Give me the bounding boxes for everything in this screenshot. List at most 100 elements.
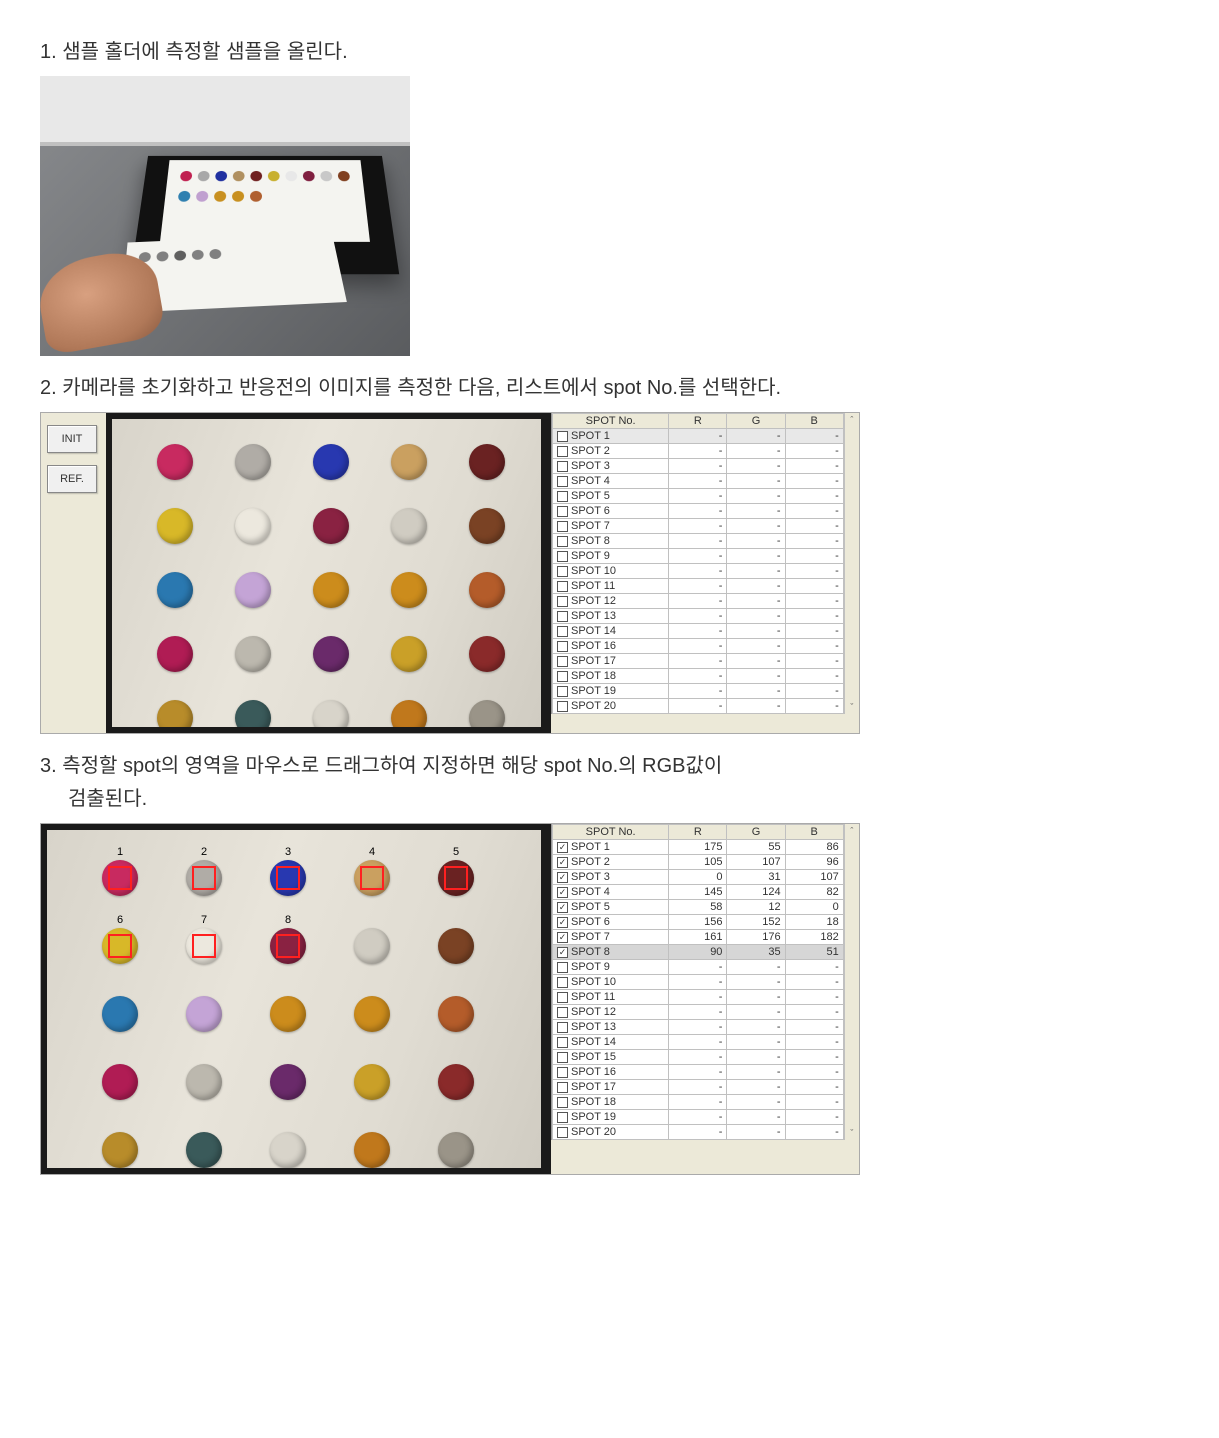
spot-dot[interactable] bbox=[391, 572, 427, 608]
cell-spot[interactable]: SPOT 15 bbox=[553, 1050, 669, 1065]
camera-viewport[interactable] bbox=[106, 413, 551, 733]
spot-dot[interactable] bbox=[391, 636, 427, 672]
spot-dot[interactable] bbox=[354, 1132, 390, 1168]
spot-dot[interactable] bbox=[438, 1064, 474, 1100]
table-row[interactable]: SPOT 12--- bbox=[553, 594, 844, 609]
cell-spot[interactable]: SPOT 10 bbox=[553, 564, 669, 579]
spot-dot[interactable] bbox=[102, 1132, 138, 1168]
col-spot[interactable]: SPOT No. bbox=[553, 414, 669, 429]
col-b[interactable]: B bbox=[785, 825, 843, 840]
checkbox-icon[interactable] bbox=[557, 962, 568, 973]
table-row[interactable]: SPOT 6--- bbox=[553, 504, 844, 519]
cell-spot[interactable]: SPOT 12 bbox=[553, 1005, 669, 1020]
table-row[interactable]: SPOT 1--- bbox=[553, 429, 844, 444]
cell-spot[interactable]: SPOT 16 bbox=[553, 639, 669, 654]
spot-dot[interactable]: 5 bbox=[438, 860, 474, 896]
table-row[interactable]: SPOT 5--- bbox=[553, 489, 844, 504]
checkbox-icon[interactable] bbox=[557, 1097, 568, 1108]
spot-dot[interactable] bbox=[313, 508, 349, 544]
spot-dot[interactable] bbox=[102, 996, 138, 1032]
table-row[interactable]: SPOT 3--- bbox=[553, 459, 844, 474]
cell-spot[interactable]: SPOT 19 bbox=[553, 1110, 669, 1125]
cell-spot[interactable]: SPOT 8 bbox=[553, 945, 669, 960]
cell-spot[interactable]: SPOT 12 bbox=[553, 594, 669, 609]
spot-dot[interactable] bbox=[438, 996, 474, 1032]
checkbox-icon[interactable] bbox=[557, 932, 568, 943]
table-row[interactable]: SPOT 414512482 bbox=[553, 885, 844, 900]
cell-spot[interactable]: SPOT 17 bbox=[553, 1080, 669, 1095]
cell-spot[interactable]: SPOT 11 bbox=[553, 579, 669, 594]
table-row[interactable]: SPOT 9--- bbox=[553, 549, 844, 564]
checkbox-icon[interactable] bbox=[557, 1067, 568, 1078]
checkbox-icon[interactable] bbox=[557, 917, 568, 928]
cell-spot[interactable]: SPOT 14 bbox=[553, 1035, 669, 1050]
checkbox-icon[interactable] bbox=[557, 857, 568, 868]
spot-dot[interactable] bbox=[438, 1132, 474, 1168]
checkbox-icon[interactable] bbox=[557, 992, 568, 1003]
spot-dot[interactable]: 2 bbox=[186, 860, 222, 896]
table-row[interactable]: SPOT 210510796 bbox=[553, 855, 844, 870]
checkbox-icon[interactable] bbox=[557, 431, 568, 442]
scroll-up-icon[interactable]: ˆ bbox=[850, 415, 853, 425]
checkbox-icon[interactable] bbox=[557, 701, 568, 712]
checkbox-icon[interactable] bbox=[557, 1007, 568, 1018]
checkbox-icon[interactable] bbox=[557, 1022, 568, 1033]
table-row[interactable]: SPOT 12--- bbox=[553, 1005, 844, 1020]
spot-dot[interactable] bbox=[313, 636, 349, 672]
cell-spot[interactable]: SPOT 6 bbox=[553, 504, 669, 519]
table-row[interactable]: SPOT 19--- bbox=[553, 684, 844, 699]
ref-button[interactable]: REF. bbox=[47, 465, 97, 493]
col-g[interactable]: G bbox=[727, 825, 785, 840]
checkbox-icon[interactable] bbox=[557, 1112, 568, 1123]
spot-dot[interactable] bbox=[157, 508, 193, 544]
spot-dot[interactable]: 1 bbox=[102, 860, 138, 896]
checkbox-icon[interactable] bbox=[557, 671, 568, 682]
col-g[interactable]: G bbox=[727, 414, 785, 429]
checkbox-icon[interactable] bbox=[557, 566, 568, 577]
table-row[interactable]: SPOT 615615218 bbox=[553, 915, 844, 930]
cell-spot[interactable]: SPOT 6 bbox=[553, 915, 669, 930]
checkbox-icon[interactable] bbox=[557, 521, 568, 532]
spot-dot[interactable] bbox=[354, 996, 390, 1032]
spot-dot[interactable] bbox=[235, 700, 271, 733]
table-row[interactable]: SPOT 10--- bbox=[553, 975, 844, 990]
table-row[interactable]: SPOT 11755586 bbox=[553, 840, 844, 855]
checkbox-icon[interactable] bbox=[557, 1082, 568, 1093]
spot-dot[interactable] bbox=[235, 636, 271, 672]
cell-spot[interactable]: SPOT 4 bbox=[553, 474, 669, 489]
cell-spot[interactable]: SPOT 9 bbox=[553, 549, 669, 564]
checkbox-icon[interactable] bbox=[557, 506, 568, 517]
spot-dot[interactable] bbox=[235, 508, 271, 544]
cell-spot[interactable]: SPOT 9 bbox=[553, 960, 669, 975]
table-row[interactable]: SPOT 11--- bbox=[553, 579, 844, 594]
spot-dot[interactable] bbox=[313, 572, 349, 608]
table-row[interactable]: SPOT 7--- bbox=[553, 519, 844, 534]
checkbox-icon[interactable] bbox=[557, 476, 568, 487]
table-row[interactable]: SPOT 558120 bbox=[553, 900, 844, 915]
spot-dot[interactable] bbox=[313, 700, 349, 733]
scroll-down-icon[interactable]: ˇ bbox=[850, 702, 853, 712]
table-row[interactable]: SPOT 14--- bbox=[553, 1035, 844, 1050]
checkbox-icon[interactable] bbox=[557, 1052, 568, 1063]
spot-dot[interactable] bbox=[102, 1064, 138, 1100]
camera-viewport[interactable]: 12345678 bbox=[41, 824, 551, 1174]
cell-spot[interactable]: SPOT 18 bbox=[553, 1095, 669, 1110]
checkbox-icon[interactable] bbox=[557, 611, 568, 622]
scroll-up-icon[interactable]: ˆ bbox=[850, 826, 853, 836]
cell-spot[interactable]: SPOT 8 bbox=[553, 534, 669, 549]
spot-dot[interactable] bbox=[235, 572, 271, 608]
checkbox-icon[interactable] bbox=[557, 842, 568, 853]
checkbox-icon[interactable] bbox=[557, 977, 568, 988]
spot-dot[interactable] bbox=[270, 1132, 306, 1168]
table-row[interactable]: SPOT 16--- bbox=[553, 1065, 844, 1080]
checkbox-icon[interactable] bbox=[557, 641, 568, 652]
checkbox-icon[interactable] bbox=[557, 872, 568, 883]
cell-spot[interactable]: SPOT 2 bbox=[553, 855, 669, 870]
table-row[interactable]: SPOT 13--- bbox=[553, 1020, 844, 1035]
spot-dot[interactable] bbox=[157, 444, 193, 480]
spot-dot[interactable] bbox=[157, 572, 193, 608]
spot-dot[interactable] bbox=[354, 1064, 390, 1100]
spot-dot[interactable] bbox=[469, 444, 505, 480]
checkbox-icon[interactable] bbox=[557, 461, 568, 472]
table-row[interactable]: SPOT 16--- bbox=[553, 639, 844, 654]
